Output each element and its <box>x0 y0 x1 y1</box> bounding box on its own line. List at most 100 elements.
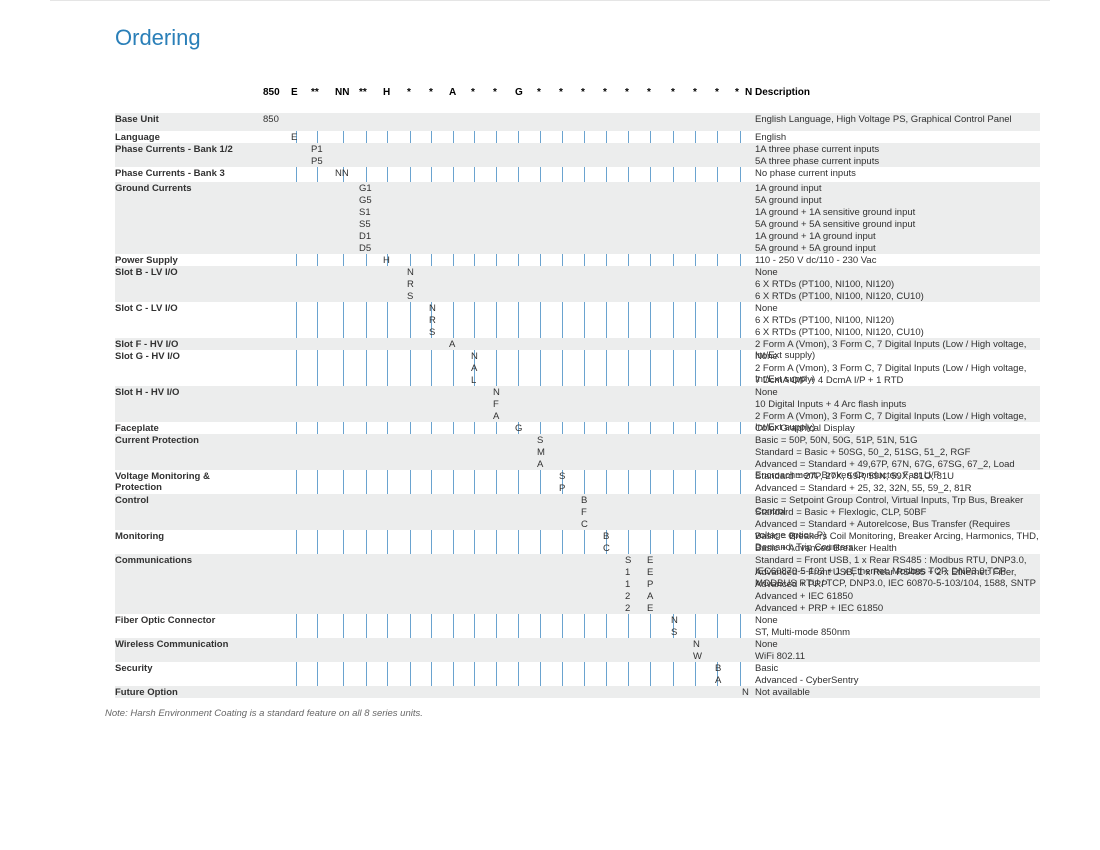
category-block: MonitoringBBasic = Breakers Coil Monitor… <box>115 530 1040 554</box>
option-row: BBasic <box>115 662 1040 674</box>
option-row: BBasic = Breakers Coil Monitoring, Break… <box>115 530 1040 542</box>
option-row: R6 X RTDs (PT100, NI100, NI120) <box>115 278 1040 290</box>
column-header: * <box>671 87 675 98</box>
option-row: AAdvanced - CyberSentry <box>115 674 1040 686</box>
option-row: 850English Language, High Voltage PS, Gr… <box>115 113 1040 125</box>
option-description: Not available <box>755 686 1040 699</box>
option-row: D55A ground + 5A ground input <box>115 242 1040 254</box>
category-block: Slot G - HV I/ONNoneA2 Form A (Vmon), 3 … <box>115 350 1040 386</box>
option-row: SST, Multi-mode 850nm <box>115 626 1040 638</box>
option-row: P55A three phase current inputs <box>115 155 1040 167</box>
option-row: S55A ground + 5A sensitive ground input <box>115 218 1040 230</box>
category-block: Ground CurrentsG11A ground inputG55A gro… <box>115 182 1040 254</box>
option-row: A2 Form A (Vmon), 3 Form C, 7 Digital In… <box>115 338 1040 350</box>
column-header: G <box>515 87 523 98</box>
option-code: N <box>742 686 749 699</box>
column-header: * <box>559 87 563 98</box>
option-row: NNone <box>115 614 1040 626</box>
column-header: * <box>693 87 697 98</box>
option-row: G11A ground input <box>115 182 1040 194</box>
option-row: NNone <box>115 638 1040 650</box>
option-row: D11A ground + 1A ground input <box>115 230 1040 242</box>
ordering-chart: Description 850E**NN**H**A**G**********N… <box>115 87 1040 698</box>
option-row: N Not available <box>115 686 1040 698</box>
option-row: S6 X RTDs (PT100, NI100, NI120, CU10) <box>115 290 1040 302</box>
category-block: Phase Currents - Bank 1/2P11A three phas… <box>115 143 1040 167</box>
column-header: H <box>383 87 390 98</box>
column-header: A <box>449 87 456 98</box>
option-row: G55A ground input <box>115 194 1040 206</box>
option-row: AAdvanced = Standard + 49,67P, 67N, 67G,… <box>115 458 1040 470</box>
ordering-body: Base Unit850English Language, High Volta… <box>115 113 1040 698</box>
column-header: * <box>407 87 411 98</box>
column-header: N <box>745 87 752 98</box>
category-block: Wireless CommunicationNNoneWWiFi 802.11 <box>115 638 1040 662</box>
category-block: Power SupplyH110 - 250 V dc/110 - 230 Va… <box>115 254 1040 266</box>
column-header: * <box>625 87 629 98</box>
option-row: F10 Digital Inputs + 4 Arc flash inputs <box>115 398 1040 410</box>
category-block: CommunicationsSEStandard = Front USB, 1 … <box>115 554 1040 614</box>
option-row: 1PAdvanced + PRP <box>115 578 1040 590</box>
option-row: 1EAdvanced = Front USB, 1 x Rear RS485 +… <box>115 566 1040 578</box>
option-row: A2 Form A (Vmon), 3 Form C, 7 Digital In… <box>115 410 1040 422</box>
option-row: NNNo phase current inputs <box>115 167 1040 179</box>
category-block: Slot F - HV I/OA2 Form A (Vmon), 3 Form … <box>115 338 1040 350</box>
option-row: SEStandard = Front USB, 1 x Rear RS485 :… <box>115 554 1040 566</box>
option-row: SStandard = 27P, 27X, 59P, 59N, 59X, 81O… <box>115 470 1040 482</box>
column-header: * <box>581 87 585 98</box>
column-header: ** <box>359 87 367 98</box>
option-row: S6 X RTDs (PT100, NI100, NI120, CU10) <box>115 326 1040 338</box>
column-header: ** <box>311 87 319 98</box>
option-row: CBasic + Advanced Breaker Health <box>115 542 1040 554</box>
header-row: Description 850E**NN**H**A**G**********N <box>115 87 1040 105</box>
option-row: NNone <box>115 350 1040 362</box>
column-header: * <box>647 87 651 98</box>
column-header: * <box>471 87 475 98</box>
option-row: A2 Form A (Vmon), 3 Form C, 7 Digital In… <box>115 362 1040 374</box>
option-row: 2AAdvanced + IEC 61850 <box>115 590 1040 602</box>
option-row: NNone <box>115 386 1040 398</box>
category-block: SecurityBBasicAAdvanced - CyberSentry <box>115 662 1040 686</box>
category-block: Future OptionNNot available <box>115 686 1040 698</box>
option-row: S11A ground + 1A sensitive ground input <box>115 206 1040 218</box>
column-header: * <box>603 87 607 98</box>
option-row: R6 X RTDs (PT100, NI100, NI120) <box>115 314 1040 326</box>
category-block: Fiber Optic ConnectorNNoneSST, Multi-mod… <box>115 614 1040 638</box>
column-header: * <box>537 87 541 98</box>
category-block: ControlBBasic = Setpoint Group Control, … <box>115 494 1040 530</box>
category-block: LanguageEEnglish <box>115 131 1040 143</box>
option-row: P11A three phase current inputs <box>115 143 1040 155</box>
category-block: FaceplateGColor Graphical Display <box>115 422 1040 434</box>
option-row: L7 DcmA O/P + 4 DcmA I/P + 1 RTD <box>115 374 1040 386</box>
option-row: EEnglish <box>115 131 1040 143</box>
category-block: Slot B - LV I/ONNoneR6 X RTDs (PT100, NI… <box>115 266 1040 302</box>
option-row: FStandard = Basic + Flexlogic, CLP, 50BF <box>115 506 1040 518</box>
category-block: Slot H - HV I/ONNoneF10 Digital Inputs +… <box>115 386 1040 422</box>
option-row: NNone <box>115 266 1040 278</box>
option-row: 2EAdvanced + PRP + IEC 61850 <box>115 602 1040 614</box>
category-block: Voltage Monitoring & ProtectionSStandard… <box>115 470 1040 494</box>
column-header: * <box>493 87 497 98</box>
column-header: E <box>291 87 298 98</box>
page-title: Ordering <box>115 25 1050 51</box>
description-header: Description <box>755 87 810 98</box>
option-row: WWiFi 802.11 <box>115 650 1040 662</box>
column-header: NN <box>335 87 349 98</box>
column-header: * <box>735 87 739 98</box>
footnote: Note: Harsh Environment Coating is a sta… <box>105 708 1050 719</box>
column-header: 850 <box>263 87 280 98</box>
column-header: * <box>715 87 719 98</box>
category-block: Slot C - LV I/ONNoneR6 X RTDs (PT100, NI… <box>115 302 1040 338</box>
column-header: * <box>429 87 433 98</box>
option-row: PAdvanced = Standard + 25, 32, 32N, 55, … <box>115 482 1040 494</box>
page: Ordering Description 850E**NN**H**A**G**… <box>50 0 1050 719</box>
option-row: BBasic = Setpoint Group Control, Virtual… <box>115 494 1040 506</box>
category-block: Phase Currents - Bank 3NNNo phase curren… <box>115 167 1040 179</box>
option-row: CAdvanced = Standard + Autorelcose, Bus … <box>115 518 1040 530</box>
option-row: NNone <box>115 302 1040 314</box>
option-row: GColor Graphical Display <box>115 422 1040 434</box>
category-block: Base Unit850English Language, High Volta… <box>115 113 1040 125</box>
option-row: SBasic = 50P, 50N, 50G, 51P, 51N, 51G <box>115 434 1040 446</box>
option-row: MStandard = Basic + 50SG, 50_2, 51SG, 51… <box>115 446 1040 458</box>
category-block: Current ProtectionSBasic = 50P, 50N, 50G… <box>115 434 1040 470</box>
